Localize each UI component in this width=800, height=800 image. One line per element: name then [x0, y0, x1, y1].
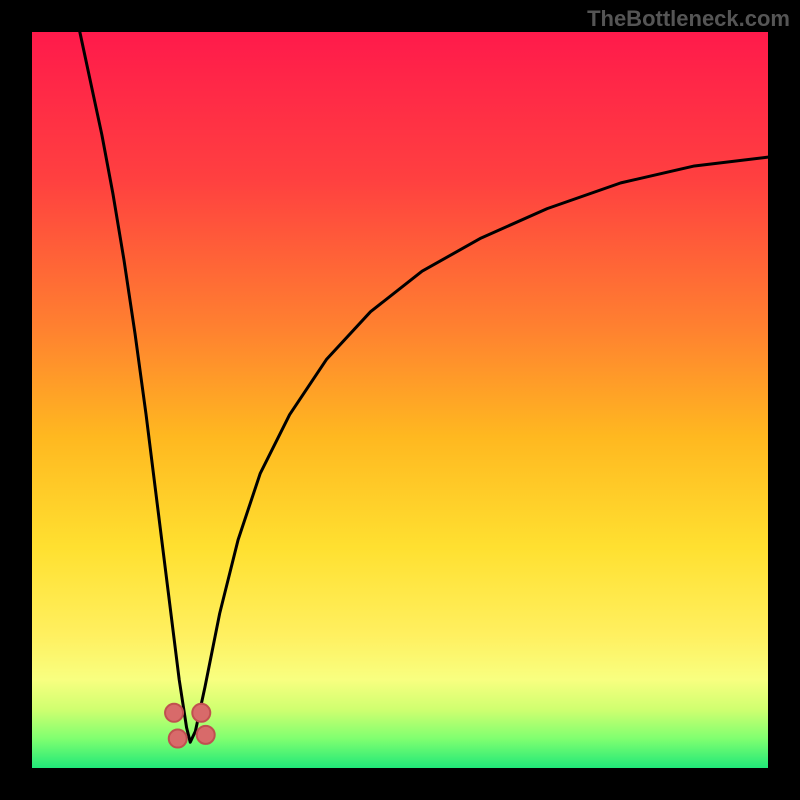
- bottom-marker: [165, 704, 183, 722]
- bottom-marker: [197, 726, 215, 744]
- chart-svg: [0, 0, 800, 800]
- bottom-marker: [192, 704, 210, 722]
- bottom-marker: [169, 730, 187, 748]
- plot-background: [32, 32, 768, 768]
- chart-stage: TheBottleneck.com: [0, 0, 800, 800]
